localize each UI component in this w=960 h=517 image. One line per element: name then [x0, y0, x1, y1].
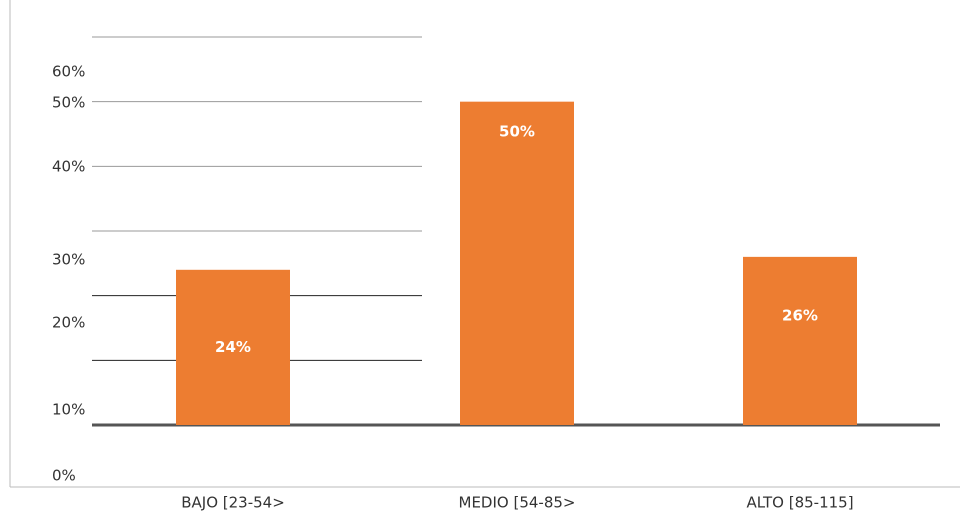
bar [176, 269, 290, 425]
value-label: 26% [782, 306, 818, 324]
x-tick-label: MEDIO [54-85> [459, 494, 576, 512]
x-tick-label: BAJO [23-54> [181, 494, 285, 512]
y-tick-label: 0% [52, 467, 76, 485]
y-tick-label: 50% [52, 94, 85, 112]
x-tick-label: ALTO [85-115] [746, 494, 853, 512]
bar [460, 101, 574, 426]
y-tick-label: 30% [52, 251, 85, 269]
y-tick-label: 60% [52, 63, 85, 81]
y-tick-label: 10% [52, 401, 85, 419]
value-label: 50% [499, 123, 535, 141]
value-label: 24% [215, 338, 251, 356]
y-tick-label: 20% [52, 314, 85, 332]
bar [743, 256, 857, 425]
y-tick-label: 40% [52, 158, 85, 176]
